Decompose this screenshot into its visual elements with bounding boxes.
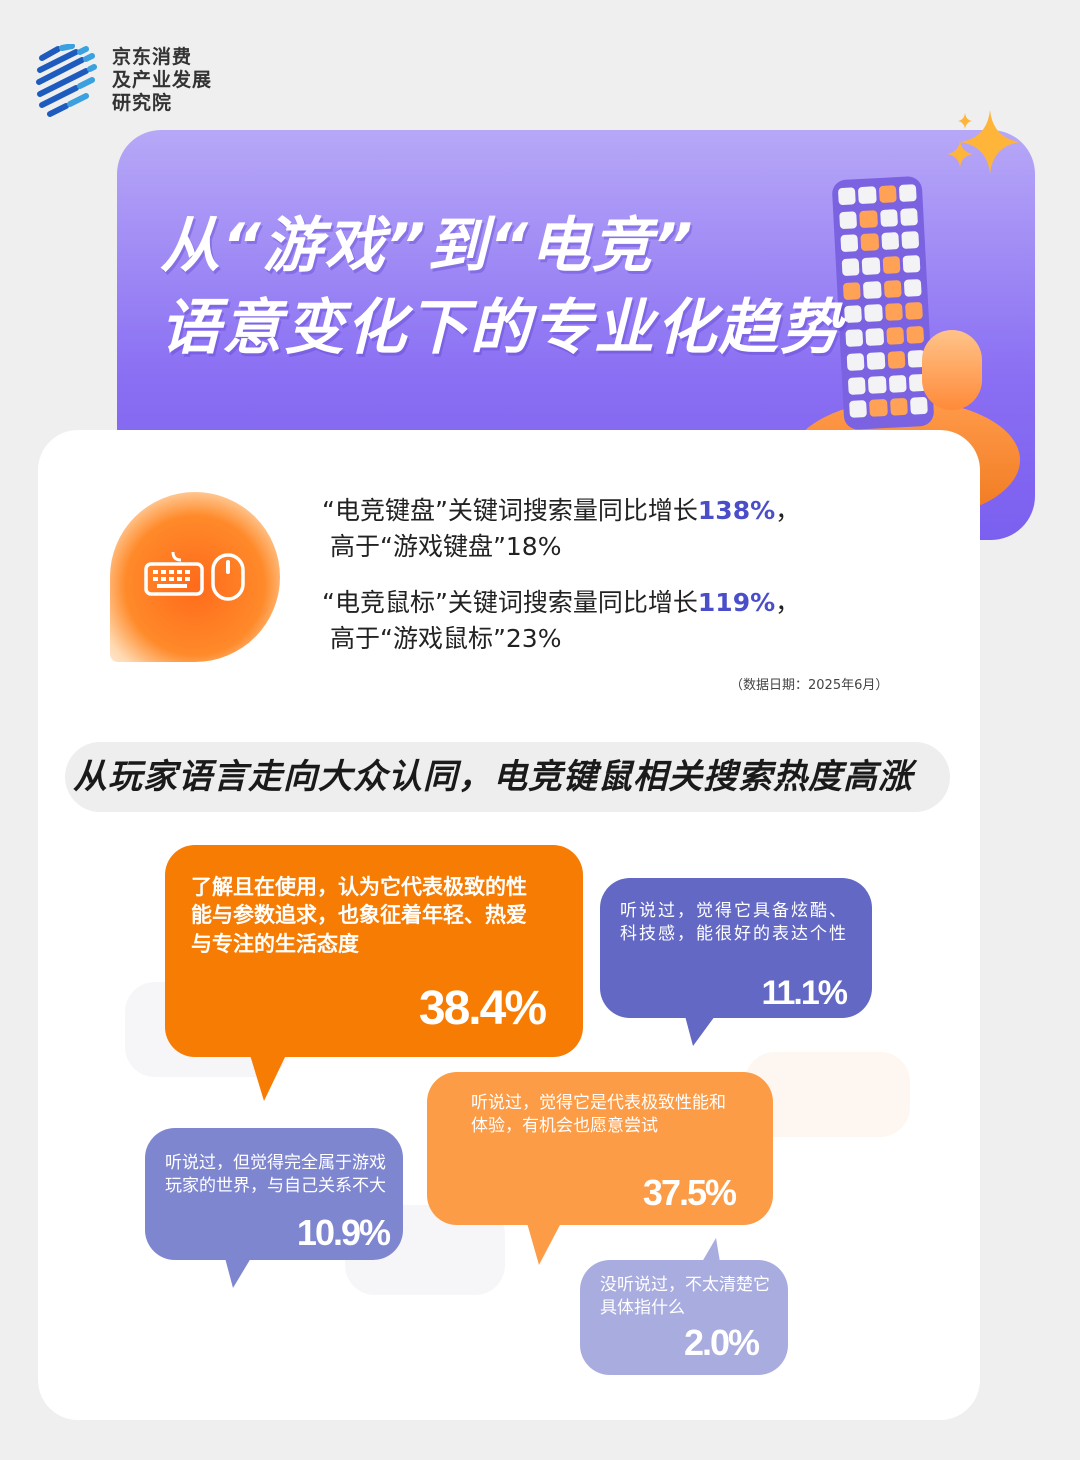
title-line-2: 语意变化下的专业化趋势 bbox=[160, 293, 842, 363]
bubble-tail bbox=[527, 1223, 561, 1265]
bubble-text: 没听说过，不太清楚它具体指什么 bbox=[600, 1275, 770, 1318]
bubble-tail bbox=[685, 1016, 715, 1046]
stat-comparison: 高于“游戏键盘”18% bbox=[330, 532, 562, 561]
keyboard-key bbox=[901, 231, 920, 250]
keyboard-key bbox=[841, 258, 860, 277]
bubble-percent: 2.0% bbox=[683, 1322, 760, 1363]
keyboard-key bbox=[878, 185, 897, 204]
keyboard-key bbox=[865, 328, 884, 347]
stat-punct: ， bbox=[775, 496, 801, 525]
keyboard-illustration-body bbox=[831, 175, 935, 431]
keyboard-key bbox=[884, 303, 903, 322]
keyboard-key bbox=[846, 352, 865, 371]
response-bubble-5: 没听说过，不太清楚它具体指什么 2.0% bbox=[580, 1238, 788, 1375]
keyboard-key bbox=[866, 351, 885, 370]
keyboard-key bbox=[844, 305, 863, 324]
keyboard-key bbox=[840, 234, 859, 253]
section-heading: 从玩家语言走向大众认同，电竞键鼠相关搜索热度高涨 bbox=[65, 742, 950, 812]
stat-punct: ， bbox=[775, 588, 801, 617]
keyboard-key bbox=[861, 257, 880, 276]
keyboard-key bbox=[909, 397, 928, 416]
stat-comparison: 高于“游戏鼠标”23% bbox=[330, 624, 562, 653]
keyboard-icon bbox=[144, 551, 204, 596]
brand-logo-icon bbox=[36, 44, 97, 117]
keyboard-key bbox=[860, 233, 879, 252]
bubble-tail bbox=[702, 1238, 720, 1262]
response-bubble-1: 了解且在使用，认为它代表极致的性能与参数追求，也象征着年轻、热爱与专注的生活态度… bbox=[165, 845, 583, 1101]
keyboard-mouse-badge bbox=[110, 492, 280, 662]
bubble-text: 听说过，觉得它具备炫酷、科技感，能很好的表达个性 bbox=[620, 901, 848, 944]
stat-text: “电竞鼠标”关键词搜索量同比增长 bbox=[322, 588, 698, 617]
mouse-illustration bbox=[922, 330, 982, 410]
response-bubble-4: 听说过，但觉得完全属于游戏玩家的世界，与自己关系不大 10.9% bbox=[145, 1128, 403, 1288]
title-line-1: 从“游戏”到“电竞” bbox=[160, 211, 695, 281]
keyboard-key bbox=[869, 399, 888, 418]
keyboard-key bbox=[863, 280, 882, 299]
bubble-text: 听说过，觉得它是代表极致性能和体验，有机会也愿意尝试 bbox=[471, 1093, 726, 1136]
bubble-percent: 37.5% bbox=[642, 1172, 737, 1213]
keyboard-key bbox=[859, 209, 878, 228]
page-title: 从“游戏”到“电竞” 语意变化下的专业化趋势 bbox=[160, 205, 842, 369]
keyboard-key bbox=[885, 327, 904, 346]
bubble-text: 了解且在使用，认为它代表极致的性能与参数追求，也象征着年轻、热爱与专注的生活态度 bbox=[191, 875, 527, 956]
brand-name: 京东消费 及产业发展 研究院 bbox=[112, 46, 212, 115]
bubble-percent: 11.1% bbox=[761, 974, 848, 1012]
keyboard-key bbox=[868, 375, 887, 394]
keyboard-key bbox=[898, 184, 917, 202]
keyboard-key bbox=[880, 232, 899, 251]
brand-line: 研究院 bbox=[112, 92, 173, 114]
keyboard-key bbox=[899, 207, 918, 226]
keyboard-key bbox=[845, 329, 864, 348]
keyboard-key bbox=[847, 376, 866, 395]
response-bubble-3: 听说过，觉得它是代表极致性能和体验，有机会也愿意尝试 37.5% bbox=[427, 1072, 773, 1265]
brand-line: 及产业发展 bbox=[112, 69, 213, 91]
stat-text: “电竞键盘”关键词搜索量同比增长 bbox=[322, 496, 698, 525]
keyboard-key bbox=[902, 255, 921, 273]
keyboard-key bbox=[842, 281, 862, 300]
stat-value: 138% bbox=[697, 496, 776, 525]
bubble-percent: 10.9% bbox=[296, 1212, 391, 1253]
stat-mouse: “电竞鼠标”关键词搜索量同比增长119%， 高于“游戏鼠标”23% bbox=[322, 585, 800, 657]
bubble-tail bbox=[250, 1055, 286, 1101]
keyboard-key bbox=[882, 256, 901, 275]
response-bubble-2: 听说过，觉得它具备炫酷、科技感，能很好的表达个性 11.1% bbox=[600, 878, 872, 1046]
keyboard-key bbox=[889, 398, 908, 417]
keyboard-key bbox=[888, 374, 907, 393]
keyboard-key bbox=[906, 326, 925, 344]
keyboard-key bbox=[879, 208, 898, 227]
keyboard-key bbox=[858, 186, 877, 205]
keyboard-key bbox=[887, 350, 906, 369]
keyboard-key bbox=[903, 278, 922, 297]
sparkle-icon bbox=[947, 110, 1020, 174]
keyboard-key bbox=[837, 187, 857, 206]
keyboard-key bbox=[849, 400, 868, 419]
mouse-icon bbox=[211, 553, 245, 601]
bubble-percent: 38.4% bbox=[418, 982, 547, 1035]
keyboard-key bbox=[883, 279, 902, 298]
stat-keyboard: “电竞键盘”关键词搜索量同比增长138%， 高于“游戏键盘”18% bbox=[322, 493, 800, 565]
keyboard-key bbox=[904, 302, 923, 321]
bubble-text: 听说过，但觉得完全属于游戏玩家的世界，与自己关系不大 bbox=[165, 1153, 386, 1196]
bubble-tail bbox=[225, 1258, 251, 1288]
stat-value: 119% bbox=[697, 588, 776, 617]
keyboard-key bbox=[864, 304, 883, 323]
data-date-note: （数据日期：2025年6月） bbox=[730, 678, 889, 693]
brand-line: 京东消费 bbox=[112, 46, 193, 68]
